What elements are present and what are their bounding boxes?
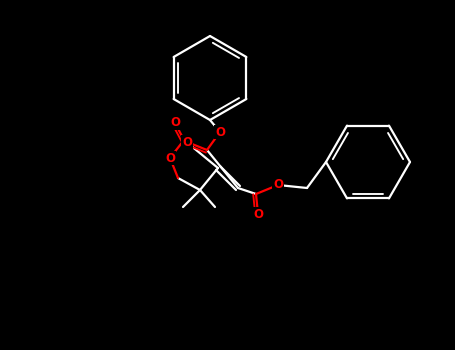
Text: O: O [165,152,175,164]
Text: O: O [182,135,192,148]
Text: O: O [253,208,263,220]
Text: O: O [273,178,283,191]
Text: O: O [170,117,180,130]
Text: O: O [215,126,225,139]
